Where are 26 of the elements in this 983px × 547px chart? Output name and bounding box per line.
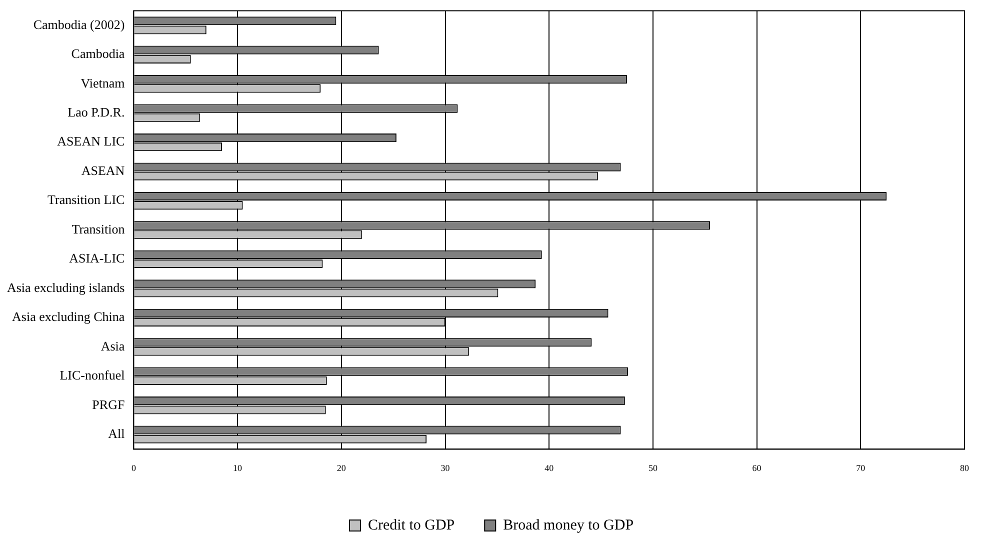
x-tick-label: 10 — [233, 462, 243, 473]
x-tick-label: 70 — [856, 462, 866, 473]
y-tick-label: LIC-nonfuel — [60, 368, 126, 383]
x-tick-label: 0 — [131, 462, 136, 473]
legend-label: Credit to GDP — [368, 517, 455, 534]
y-tick-label: PRGF — [92, 396, 125, 412]
y-tick-label: Transition LIC — [48, 192, 125, 208]
x-tick-label: 60 — [752, 462, 762, 473]
y-tick-label: Asia excluding islands — [6, 280, 125, 295]
y-tick-label: Asia — [100, 338, 125, 354]
x-tick-label: 20 — [336, 462, 346, 473]
x-tick-label: 30 — [440, 462, 450, 473]
y-tick-label: ASEAN LIC — [57, 134, 125, 149]
y-tick-label: ASIA-LIC — [69, 250, 125, 266]
y-tick-label: Asia excluding China — [12, 309, 125, 324]
legend-label: Broad money to GDP — [503, 517, 634, 534]
y-tick-label: Lao P.D.R. — [68, 104, 125, 120]
x-tick-label: 80 — [960, 462, 970, 473]
x-tick-label: 50 — [648, 462, 658, 473]
x-tick-label: 40 — [544, 462, 554, 473]
y-tick-label: Transition — [72, 221, 126, 236]
y-tick-label: ASEAN — [81, 162, 126, 178]
y-tick-label: Cambodia — [71, 46, 125, 62]
y-tick-label: Vietnam — [80, 75, 125, 90]
y-tick-label: Cambodia (2002) — [33, 16, 125, 32]
y-tick-label: All — [108, 426, 126, 442]
